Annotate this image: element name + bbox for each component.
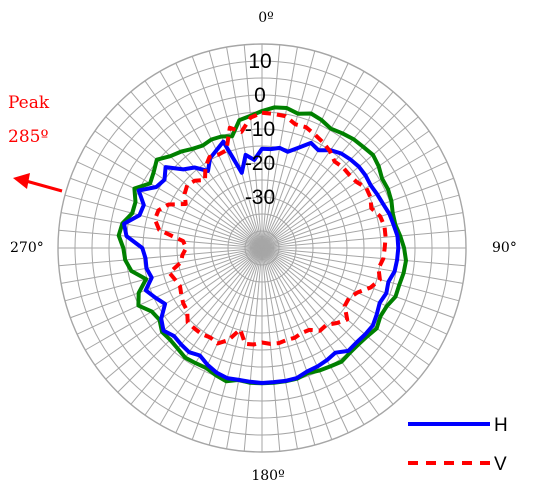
- angle-label-180: 180º: [251, 468, 284, 484]
- peak-label: Peak: [8, 93, 50, 113]
- series-group: [116, 105, 408, 386]
- ring-line: [91, 77, 433, 419]
- ring-line: [244, 230, 280, 266]
- legend-label-v: V: [494, 454, 507, 475]
- radial-tick-label: 0: [254, 84, 266, 107]
- angle-label-90: 90°: [492, 240, 517, 256]
- ring-line: [159, 145, 365, 351]
- series-line-v: [152, 110, 388, 347]
- ring-line: [108, 94, 416, 402]
- radial-tick-label: -10: [245, 118, 275, 141]
- radial-tick-label: -30: [245, 186, 275, 209]
- series-line-h: [122, 139, 401, 385]
- legend-label-h: H: [494, 415, 508, 436]
- polar-grid: [57, 43, 467, 453]
- radial-tick-label: 10: [248, 50, 271, 73]
- ring-line: [74, 60, 450, 436]
- ring-line: [210, 196, 314, 300]
- angle-label-270: 270°: [10, 240, 44, 256]
- peak-angle-label: 285º: [8, 127, 48, 147]
- radial-tick-label: -20: [245, 152, 275, 175]
- radial-tick-labels: 10 0 -10 -20 -30: [245, 50, 275, 209]
- peak-arrow-icon: [13, 173, 63, 193]
- ring-line: [193, 179, 331, 317]
- ring-line: [57, 43, 467, 453]
- ring-line: [227, 213, 297, 283]
- angle-label-0: 0º: [258, 10, 274, 26]
- ring-line: [176, 162, 348, 334]
- legend: H V: [408, 415, 508, 475]
